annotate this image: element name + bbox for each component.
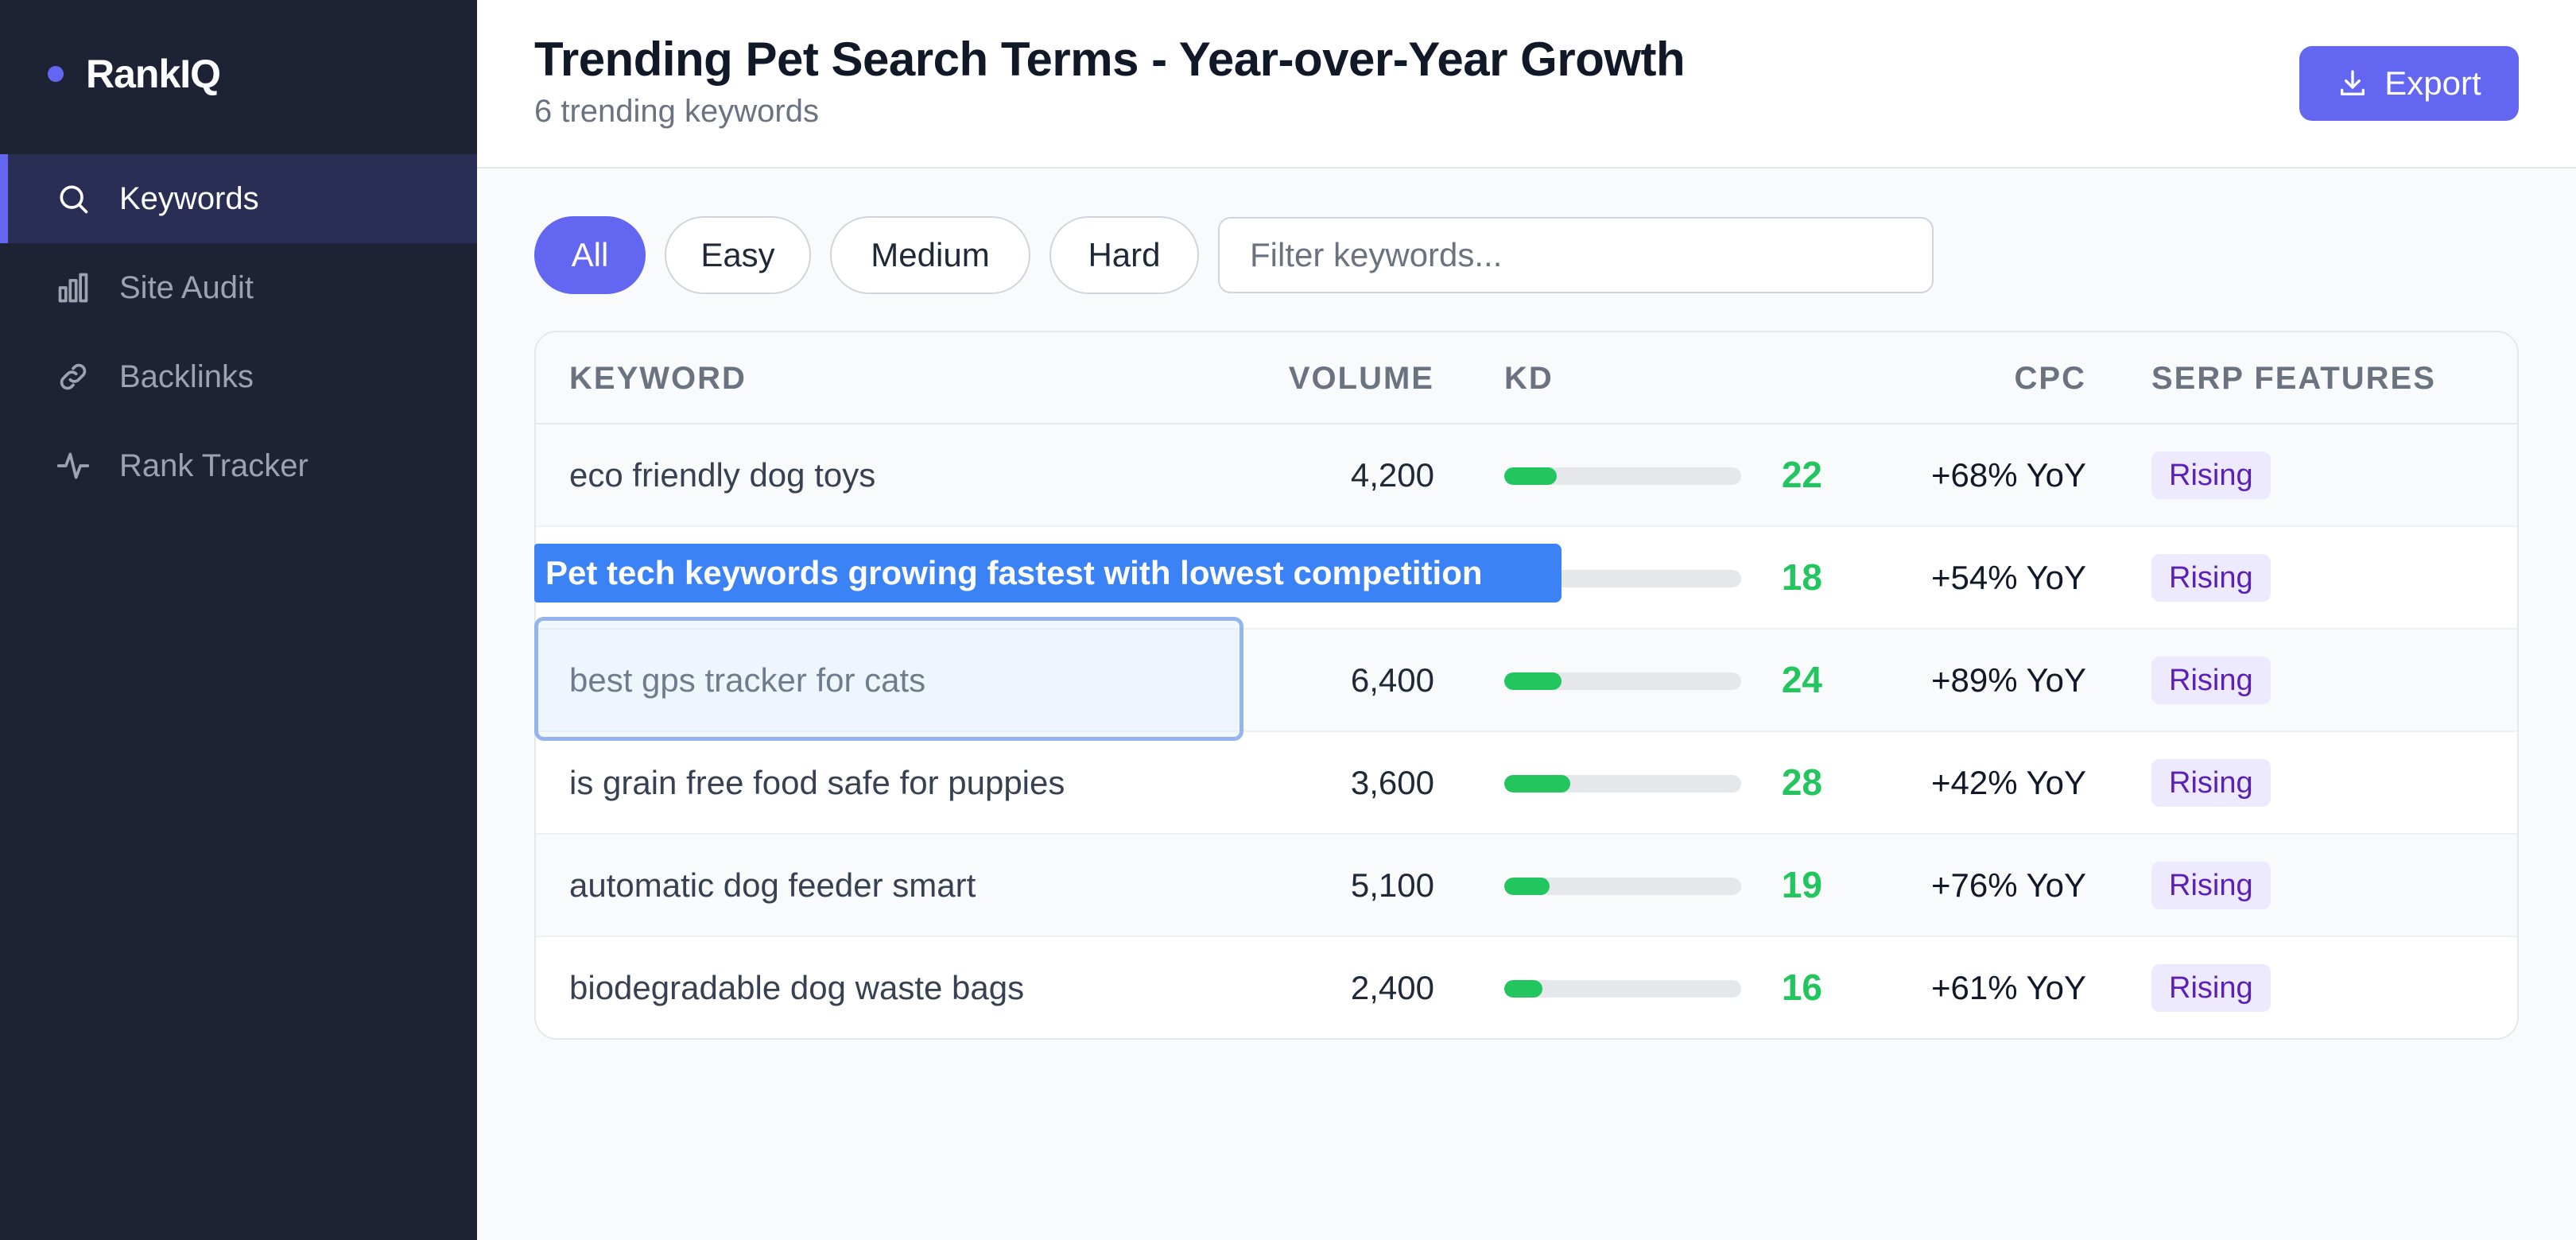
filter-medium-button[interactable]: Medium (830, 216, 1030, 294)
page-title: Trending Pet Search Terms - Year-over-Ye… (534, 33, 1686, 86)
kd-value: 22 (1781, 454, 1822, 495)
search-icon (56, 181, 91, 216)
table-row[interactable]: biodegradable dog waste bags 2,400 16 +61% … (536, 937, 2517, 1038)
kd-bar (1504, 980, 1741, 998)
kd-bar-fill (1504, 878, 1550, 895)
cpc-cell: +54% YoY (1930, 559, 2086, 596)
serp-badge: Rising (2151, 451, 2271, 499)
sidebar-nav: Keywords Site Audit Backlinks Rank Track… (0, 154, 477, 510)
serp-badge: Rising (2151, 964, 2271, 1012)
export-label: Export (2384, 64, 2481, 102)
kd-bar (1504, 878, 1741, 895)
sidebar-item-site-audit[interactable]: Site Audit (0, 243, 477, 332)
annotation-label: Pet tech keywords growing fastest with l… (534, 544, 1562, 603)
brand-dot-icon (48, 66, 64, 82)
volume-cell: 4,200 (1350, 456, 1434, 494)
download-icon (2341, 70, 2365, 96)
kd-bar-fill (1504, 980, 1542, 998)
volume-cell: 6,400 (1350, 661, 1434, 699)
activity-icon (56, 448, 91, 483)
column-header-serp-features[interactable]: SERP FEATURES (2151, 361, 2436, 396)
keyword-table: KEYWORD VOLUME KD CPC SERP FEATURES eco … (534, 331, 2519, 1040)
serp-badge: Rising (2151, 554, 2271, 602)
cpc-cell: +42% YoY (1930, 764, 2086, 801)
table-row[interactable]: 18 +54% YoY Rising (536, 527, 2517, 630)
serp-badge: Rising (2151, 657, 2271, 704)
keyword-cell[interactable]: best gps tracker for cats (569, 661, 926, 699)
serp-badge: Rising (2151, 759, 2271, 807)
kd-bar (1504, 775, 1741, 792)
column-header-kd[interactable]: KD (1504, 361, 1554, 396)
table-row[interactable]: eco friendly dog toys 4,200 22 +68% YoY Risi… (536, 424, 2517, 527)
kd-value: 19 (1781, 864, 1822, 905)
keyword-cell[interactable]: automatic dog feeder smart (569, 866, 976, 904)
kd-bar-fill (1504, 775, 1571, 792)
kd-value: 24 (1781, 659, 1822, 700)
column-header-volume[interactable]: VOLUME (1288, 361, 1434, 396)
brand[interactable]: RankIQ (48, 46, 221, 102)
table-header: KEYWORD VOLUME KD CPC SERP FEATURES (536, 332, 2517, 424)
volume-cell: 2,400 (1350, 969, 1434, 1006)
sidebar: RankIQ Keywords Site Audit Backlinks Ran… (0, 0, 477, 1240)
table-row[interactable]: is grain free food safe for puppies 3,600… (536, 732, 2517, 835)
brand-name: RankIQ (86, 52, 221, 96)
sidebar-item-label: Keywords (119, 180, 259, 216)
kd-bar (1504, 672, 1741, 690)
filter-easy-button[interactable]: Easy (665, 216, 811, 294)
export-button[interactable]: Export (2299, 46, 2519, 121)
volume-cell: 3,600 (1350, 764, 1434, 801)
sidebar-item-rank-tracker[interactable]: Rank Tracker (0, 421, 477, 510)
filter-hard-button[interactable]: Hard (1049, 216, 1199, 294)
column-header-keyword[interactable]: KEYWORD (569, 361, 747, 396)
filter-bar: All Easy Medium Hard (534, 216, 1934, 294)
keyword-cell[interactable]: biodegradable dog waste bags (569, 969, 1025, 1006)
sidebar-item-label: Site Audit (119, 269, 254, 305)
keyword-cell[interactable]: is grain free food safe for puppies (569, 764, 1065, 801)
link-icon (56, 359, 91, 394)
kd-bar (1504, 467, 1741, 485)
bar-chart-icon (56, 270, 91, 305)
serp-badge: Rising (2151, 862, 2271, 909)
volume-cell: 5,100 (1350, 866, 1434, 904)
sidebar-item-label: Backlinks (119, 358, 254, 394)
kd-bar-fill (1504, 467, 1557, 485)
kd-value: 28 (1781, 761, 1822, 803)
filter-all-button[interactable]: All (534, 216, 646, 294)
cpc-cell: +76% YoY (1930, 866, 2086, 904)
table-row[interactable]: best gps tracker for cats 6,400 24 +89% YoY… (536, 630, 2517, 732)
page-subtitle: 6 trending keywords (534, 94, 819, 129)
kd-value: 16 (1781, 967, 1822, 1008)
cpc-cell: +89% YoY (1930, 661, 2086, 699)
table-body: eco friendly dog toys 4,200 22 +68% YoY Risi… (536, 424, 2517, 1038)
filter-keywords-input[interactable] (1218, 217, 1934, 293)
sidebar-item-label: Rank Tracker (119, 448, 308, 483)
table-row[interactable]: automatic dog feeder smart 5,100 19 +76% Yo… (536, 835, 2517, 937)
cpc-cell: +68% YoY (1930, 456, 2086, 494)
kd-value: 18 (1781, 556, 1822, 598)
cpc-cell: +61% YoY (1930, 969, 2086, 1006)
sidebar-item-keywords[interactable]: Keywords (0, 154, 477, 243)
column-header-cpc[interactable]: CPC (2014, 361, 2086, 396)
kd-bar-fill (1504, 672, 1562, 690)
page-header: Trending Pet Search Terms - Year-over-Ye… (477, 0, 2576, 169)
highlight-box (534, 617, 1243, 741)
keyword-cell[interactable]: eco friendly dog toys (569, 456, 876, 494)
sidebar-item-backlinks[interactable]: Backlinks (0, 332, 477, 421)
